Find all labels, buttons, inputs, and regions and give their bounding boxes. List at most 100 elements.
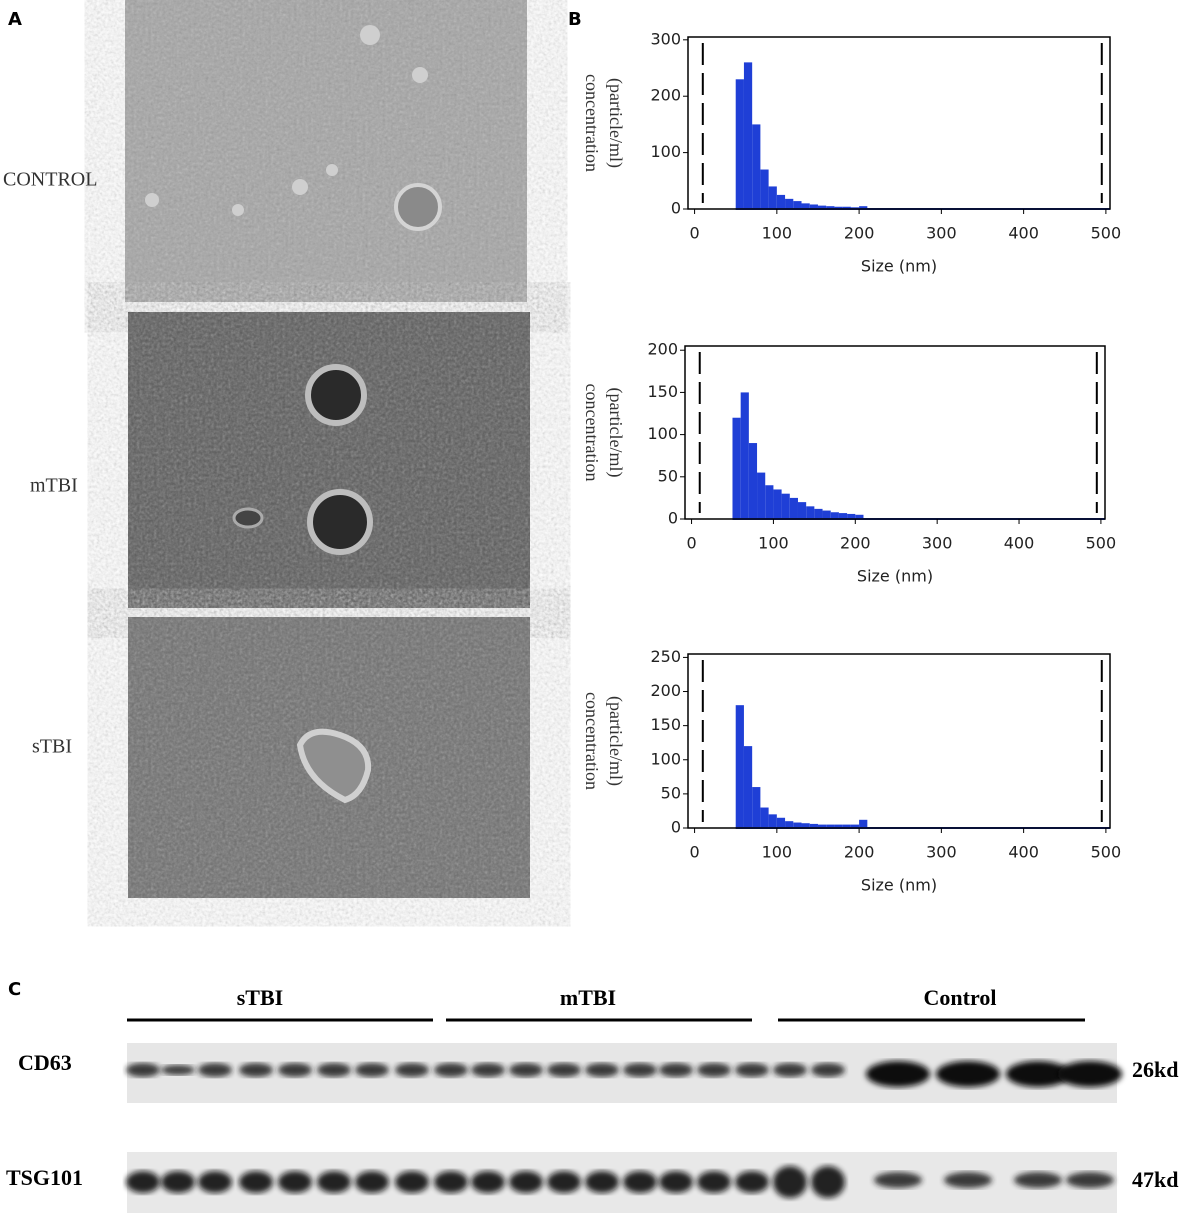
- bar: [822, 510, 831, 519]
- band: [239, 1063, 273, 1077]
- vesicle: [307, 489, 373, 555]
- band: [874, 1172, 922, 1188]
- vesicle: [232, 204, 244, 216]
- x-tick-label: 100: [762, 224, 793, 243]
- row-label: TSG101: [6, 1165, 83, 1190]
- x-tick-label: 200: [844, 224, 875, 243]
- vesicle: [326, 164, 338, 176]
- band: [585, 1171, 619, 1193]
- x-tick-label: 300: [926, 224, 957, 243]
- y-tick-label: 100: [650, 749, 681, 768]
- micrograph: [128, 312, 530, 608]
- band: [547, 1063, 581, 1077]
- x-tick-label: 0: [689, 224, 699, 243]
- y-tick-label: 0: [668, 509, 678, 528]
- size-label: 26kd: [1132, 1057, 1178, 1082]
- x-tick-label: 200: [844, 843, 875, 862]
- micrograph: [125, 0, 527, 302]
- image-texture: [128, 312, 530, 608]
- band: [278, 1171, 312, 1193]
- band: [355, 1063, 389, 1077]
- y-tick-label: 200: [650, 86, 681, 105]
- band: [697, 1171, 731, 1193]
- vesicle: [292, 179, 308, 195]
- bar: [793, 201, 802, 209]
- panel-label: B: [568, 9, 582, 30]
- band: [317, 1171, 351, 1193]
- y-tick-label: 200: [650, 681, 681, 700]
- x-axis-label: Size (nm): [857, 567, 933, 586]
- x-tick-label: 300: [926, 843, 957, 862]
- bar: [817, 824, 827, 828]
- x-tick-label: 0: [689, 843, 699, 862]
- micrograph: [128, 617, 530, 898]
- vesicle: [394, 183, 442, 231]
- bar: [740, 392, 749, 519]
- band: [198, 1063, 232, 1077]
- x-tick-label: 400: [1004, 534, 1035, 553]
- band: [126, 1063, 160, 1077]
- bar: [859, 819, 868, 828]
- band: [773, 1166, 807, 1198]
- band: [547, 1171, 581, 1193]
- band: [623, 1063, 657, 1077]
- bands: [126, 1061, 1122, 1198]
- band: [1006, 1061, 1070, 1087]
- bar: [850, 824, 860, 828]
- y-tick-label: 200: [647, 340, 678, 359]
- bar: [752, 124, 761, 209]
- plot-frame: [687, 36, 1111, 210]
- bar: [735, 705, 744, 828]
- bar: [776, 817, 786, 828]
- band: [773, 1063, 807, 1077]
- group-label: mTBI: [560, 985, 616, 1010]
- band: [735, 1063, 769, 1077]
- panel-label: A: [8, 9, 22, 30]
- bar: [748, 443, 758, 519]
- band: [1058, 1061, 1122, 1087]
- x-tick-label: 200: [840, 534, 871, 553]
- y-tick-label: 100: [650, 142, 681, 161]
- x-tick-label: 500: [1091, 843, 1122, 862]
- x-axis-label: Size (nm): [861, 257, 937, 276]
- micrograph-label: sTBI: [32, 736, 72, 758]
- x-tick-label: 400: [1008, 224, 1039, 243]
- x-tick-label: 0: [686, 534, 696, 553]
- plot-frame: [684, 345, 1106, 520]
- band: [659, 1171, 693, 1193]
- bar: [732, 417, 741, 519]
- vesicle: [360, 25, 380, 45]
- band: [395, 1063, 429, 1077]
- vesicle: [145, 193, 159, 207]
- bar: [789, 497, 798, 519]
- band: [509, 1171, 543, 1193]
- band: [395, 1171, 429, 1193]
- y-tick-label: 0: [671, 818, 681, 837]
- band: [1066, 1172, 1114, 1188]
- bar: [809, 204, 818, 209]
- y-tick-label: 150: [647, 382, 678, 401]
- y-tick-label: 150: [650, 715, 681, 734]
- band: [811, 1166, 845, 1198]
- band: [623, 1171, 657, 1193]
- band: [471, 1171, 505, 1193]
- bar: [765, 485, 774, 519]
- band: [471, 1063, 505, 1077]
- plot-frame: [687, 653, 1111, 829]
- bar: [768, 186, 777, 209]
- bar: [785, 821, 794, 828]
- band: [735, 1171, 769, 1193]
- bar: [768, 814, 777, 828]
- bar: [793, 822, 802, 828]
- micrograph-label: CONTROL: [3, 169, 97, 191]
- bar: [859, 206, 868, 209]
- band: [1014, 1172, 1062, 1188]
- x-tick-label: 100: [762, 843, 793, 862]
- vesicle: [412, 67, 428, 83]
- y-tick-label: 50: [661, 783, 681, 802]
- band: [355, 1171, 389, 1193]
- band: [434, 1171, 468, 1193]
- y-axis-label: (particle/ml): [605, 78, 626, 168]
- y-axis-label: (particle/ml): [605, 388, 626, 478]
- bar: [757, 472, 766, 519]
